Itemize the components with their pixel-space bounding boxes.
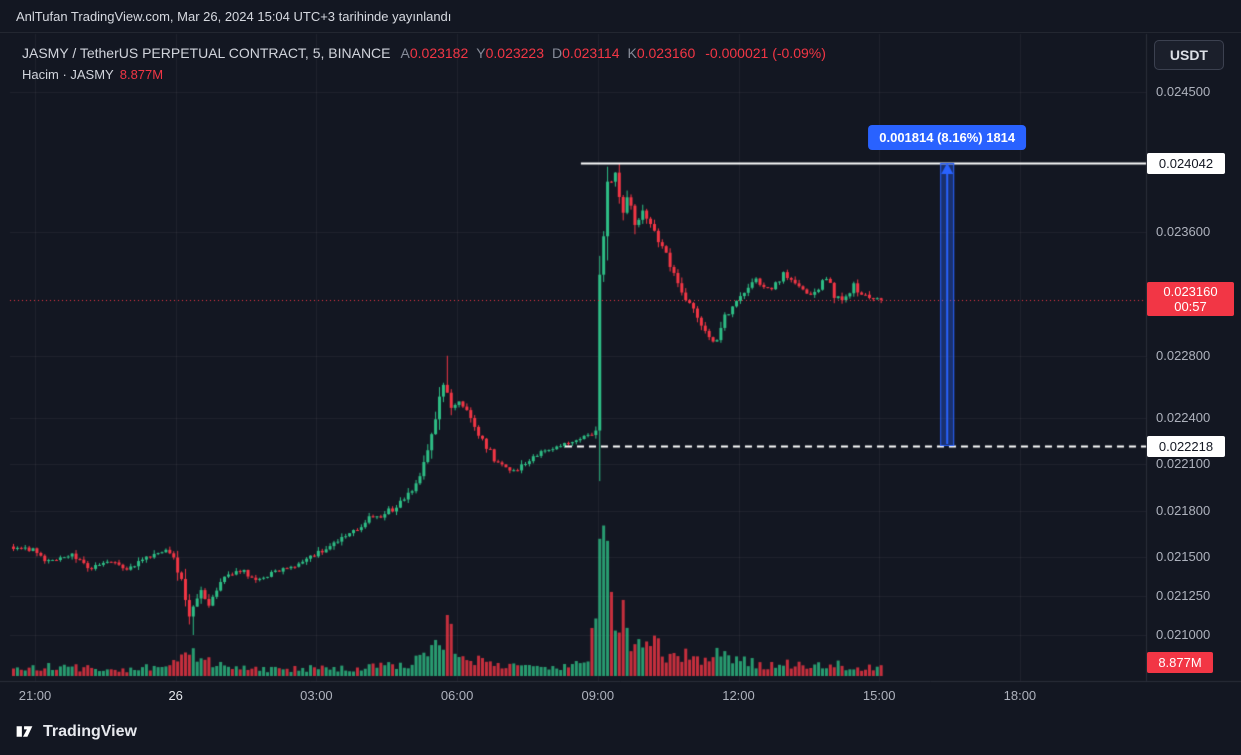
volume-legend-value: 8.877M bbox=[119, 67, 164, 82]
attribution-text: AnlTufan TradingView.com, Mar 26, 2024 1… bbox=[16, 9, 452, 24]
symbol-title[interactable]: JASMY / TetherUS PERPETUAL CONTRACT, 5, … bbox=[22, 45, 391, 61]
ohlc-letter: A bbox=[400, 45, 410, 61]
tradingview-logo[interactable]: TradingView bbox=[14, 721, 137, 742]
chart-legend: JASMY / TetherUS PERPETUAL CONTRACT, 5, … bbox=[22, 45, 826, 61]
ohlc-letter: K bbox=[627, 45, 637, 61]
ohlc-letter: D bbox=[552, 45, 563, 61]
tradingview-brand-text: TradingView bbox=[43, 722, 137, 740]
tradingview-logo-icon bbox=[14, 721, 35, 742]
attribution-bar: AnlTufan TradingView.com, Mar 26, 2024 1… bbox=[0, 0, 1241, 33]
ohlc-pair: K0.023160 bbox=[628, 45, 696, 61]
ohlc-pair: D0.023114 bbox=[552, 45, 619, 61]
volume-legend: Hacim · JASMY 8.877M bbox=[22, 67, 163, 82]
ohlc-pair: A0.023182 bbox=[401, 45, 469, 61]
ohlc-values: A0.023182 Y0.023223 D0.023114 K0.023160 bbox=[401, 45, 704, 61]
volume-legend-label: Hacim · JASMY bbox=[22, 67, 114, 82]
ohlc-value: 0.023114 bbox=[562, 45, 620, 61]
currency-toggle-button[interactable]: USDT bbox=[1153, 40, 1224, 70]
ohlc-pair: Y0.023223 bbox=[476, 45, 544, 61]
ohlc-value: 0.023223 bbox=[485, 45, 545, 61]
measurement-label[interactable]: 0.001814 (8.16%) 1814 bbox=[868, 125, 1027, 151]
price-axis[interactable] bbox=[1147, 34, 1241, 681]
time-axis[interactable] bbox=[0, 682, 1146, 708]
price-change: -0.000021 (-0.09%) bbox=[705, 45, 826, 61]
ohlc-value: 0.023160 bbox=[636, 45, 696, 61]
ohlc-letter: Y bbox=[476, 45, 486, 61]
ohlc-value: 0.023182 bbox=[409, 45, 469, 61]
